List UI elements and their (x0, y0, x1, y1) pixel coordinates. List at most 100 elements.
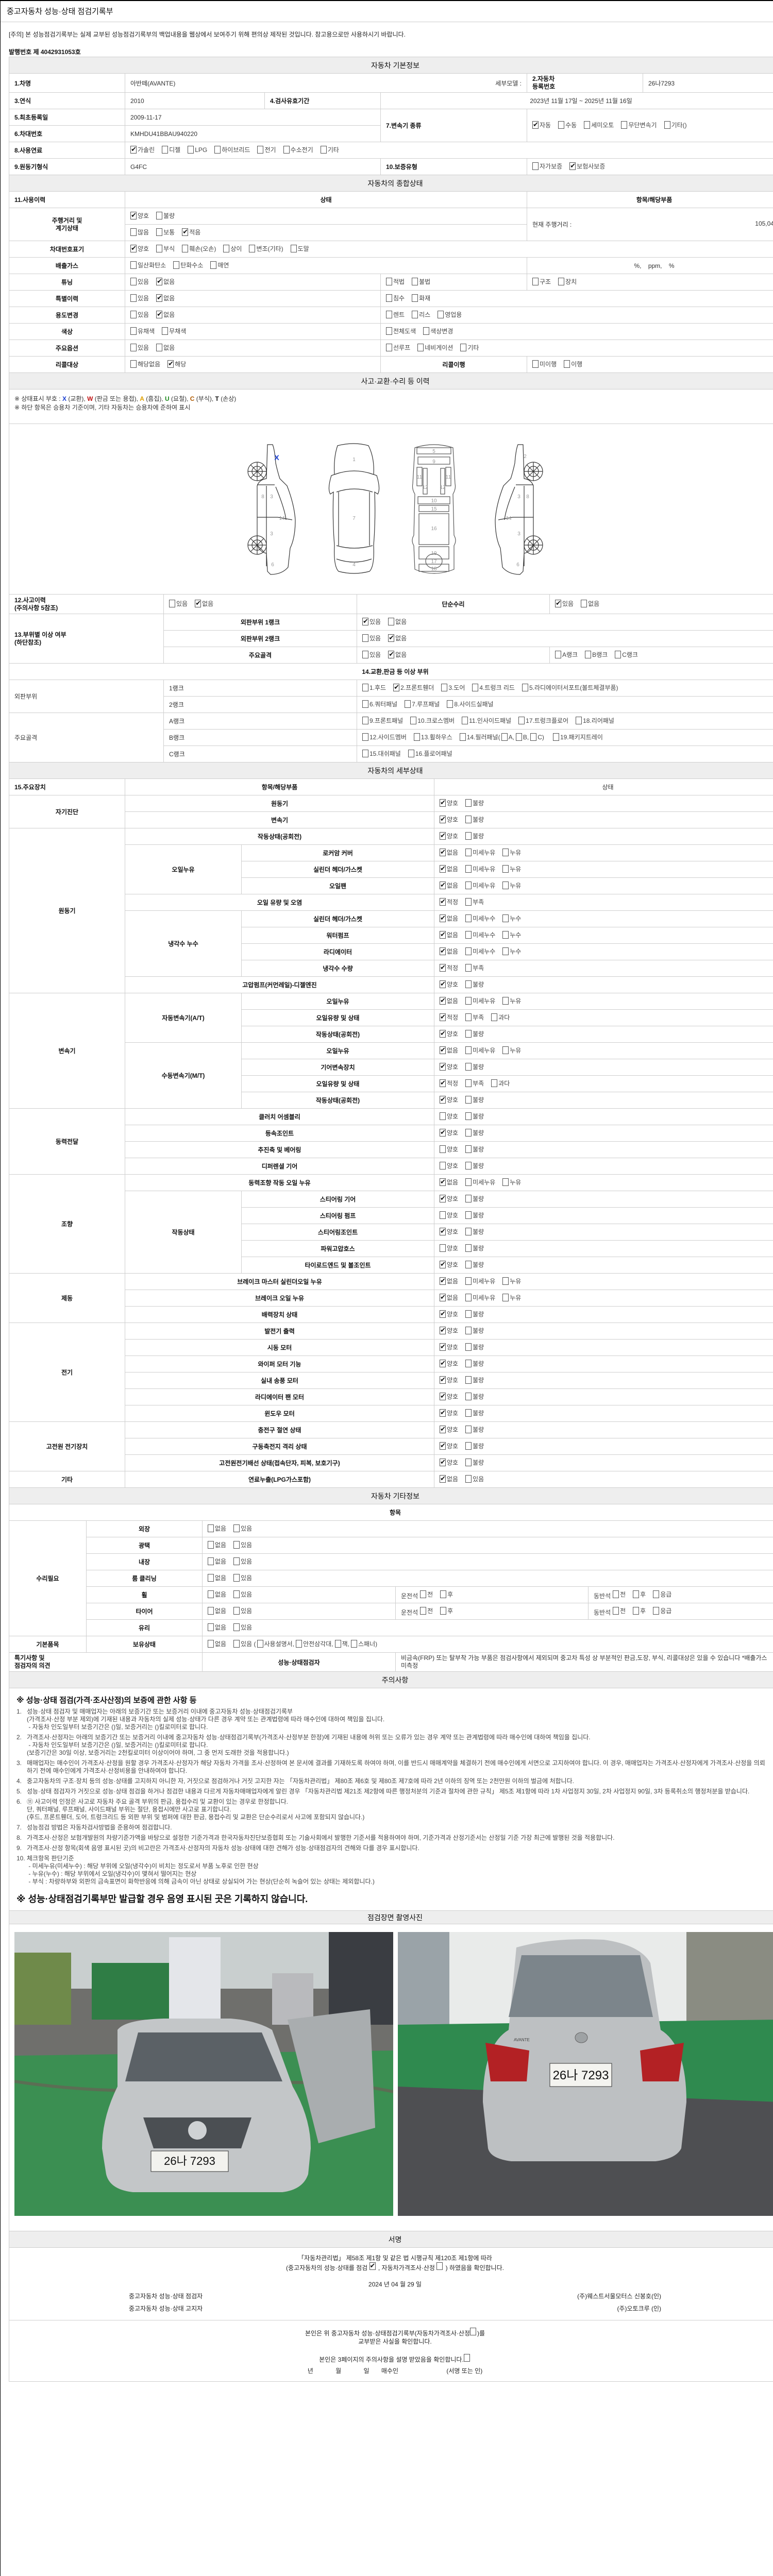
checkbox-option[interactable]: 하이브리드 (214, 145, 250, 154)
checkbox-checked-icon[interactable] (195, 599, 201, 607)
checkbox-icon[interactable] (208, 1541, 214, 1549)
checkbox-icon[interactable] (502, 1178, 509, 1186)
checkbox-option[interactable]: 누유 (502, 1046, 521, 1055)
checkbox-option[interactable]: 양호 (440, 1442, 458, 1450)
checkbox-option[interactable]: 이행 (564, 360, 582, 368)
checkbox-option[interactable]: LPG (188, 146, 207, 154)
checkbox-option[interactable]: 없음 (440, 930, 458, 939)
checkbox-checked-icon[interactable] (440, 848, 446, 856)
checkbox-option[interactable]: 8.사이드실패널 (447, 700, 494, 708)
checkbox-icon[interactable] (156, 245, 163, 252)
checkbox-option[interactable]: 있음 (169, 599, 188, 608)
checkbox-option[interactable]: 불량 (465, 1029, 484, 1038)
checkbox-checked-icon[interactable] (440, 1376, 446, 1384)
checkbox-option[interactable]: 과다 (491, 1079, 510, 1088)
checkbox-option[interactable]: 변조(기타) (249, 244, 283, 253)
checkbox-icon[interactable] (576, 717, 582, 724)
checkbox-icon[interactable] (530, 733, 537, 741)
checkbox-icon[interactable] (412, 311, 418, 318)
checkbox-option[interactable]: 후 (440, 1606, 453, 1615)
checkbox-option[interactable]: 응급 (653, 1590, 671, 1599)
checkbox-option[interactable]: 불량 (465, 799, 484, 807)
checkbox-icon[interactable] (386, 311, 392, 318)
checkbox-icon[interactable] (465, 1112, 472, 1120)
checkbox-icon[interactable] (233, 1607, 240, 1615)
checkbox-option[interactable]: 적정 (440, 897, 458, 906)
checkbox-option[interactable]: 과다 (491, 1013, 510, 1022)
checkbox-checked-icon[interactable] (440, 1079, 446, 1087)
checkbox-option[interactable]: 많음 (130, 228, 149, 236)
checkbox-icon[interactable] (653, 1590, 660, 1598)
checkbox-option[interactable]: 전체도색 (386, 327, 416, 335)
checkbox-option[interactable]: 5.라디에이터서포트(볼트체결부품) (522, 683, 618, 692)
checkbox-icon[interactable] (423, 327, 430, 335)
checkbox-option[interactable]: 불량 (465, 1359, 484, 1368)
checkbox-option[interactable]: 있음 (233, 1524, 252, 1533)
checkbox-option[interactable]: A, (501, 733, 514, 741)
checkbox-icon[interactable] (208, 1524, 214, 1532)
checkbox-icon[interactable] (386, 327, 392, 335)
checkbox-option[interactable]: 미세누유 (465, 1277, 495, 1285)
checkbox-icon[interactable] (362, 717, 368, 724)
checkbox-option[interactable]: 적정 (440, 963, 458, 972)
checkbox-icon[interactable] (169, 600, 175, 607)
checkbox-option[interactable]: 13.휠하우스 (413, 733, 452, 741)
checkbox-icon[interactable] (440, 1590, 447, 1598)
price-checkbox[interactable] (436, 2262, 443, 2270)
checkbox-option[interactable]: 없음 (440, 996, 458, 1005)
checkbox-icon[interactable] (465, 931, 472, 939)
checkbox-icon[interactable] (465, 980, 472, 988)
checkbox-icon[interactable] (214, 146, 221, 154)
checkbox-icon[interactable] (362, 700, 368, 708)
checkbox-option[interactable]: 응급 (653, 1606, 671, 1615)
checkbox-option[interactable]: 18.리어패널 (576, 716, 614, 725)
checkbox-checked-icon[interactable] (440, 947, 446, 955)
checkbox-option[interactable]: 미세누유 (465, 865, 495, 873)
checkbox-option[interactable]: 양호 (440, 1244, 458, 1252)
checkbox-option[interactable]: 적법 (386, 277, 405, 286)
checkbox-icon[interactable] (462, 717, 468, 724)
checkbox-icon[interactable] (465, 1145, 472, 1153)
checkbox-icon[interactable] (362, 651, 368, 658)
checkbox-icon[interactable] (633, 1590, 640, 1598)
checkbox-option[interactable]: 양호 (440, 1161, 458, 1170)
checkbox-option[interactable]: 매연 (210, 261, 229, 269)
checkbox-option[interactable]: 없음 (440, 865, 458, 873)
checkbox-option[interactable]: 전 (613, 1606, 626, 1615)
checkbox-option[interactable]: 있음 (130, 310, 149, 319)
checkbox-icon[interactable] (257, 146, 264, 154)
checkbox-icon[interactable] (653, 1606, 660, 1615)
checkbox-icon[interactable] (491, 1013, 498, 1021)
checkbox-option[interactable]: 누유 (502, 865, 521, 873)
checkbox-option[interactable]: 부족 (465, 1079, 484, 1088)
checkbox-icon[interactable] (413, 733, 420, 741)
checkbox-option[interactable]: 미세누유 (465, 848, 495, 857)
checkbox-option[interactable]: 14.필러패널(A, B, C) (459, 733, 546, 741)
checkbox-icon[interactable] (465, 914, 472, 922)
checkbox-icon[interactable] (564, 360, 570, 368)
checkbox-icon[interactable] (438, 311, 444, 318)
checkbox-icon[interactable] (130, 261, 137, 269)
checkbox-option[interactable]: 불량 (465, 1458, 484, 1467)
checkbox-option[interactable]: 있음 (555, 599, 574, 608)
checkbox-icon[interactable] (465, 1327, 472, 1334)
checkbox-option[interactable]: 미세누유 (465, 881, 495, 890)
checkbox-option[interactable]: 미세누수 (465, 930, 495, 939)
checkbox-option[interactable]: 9.프론트패널 (362, 716, 403, 725)
checkbox-checked-icon[interactable] (440, 1062, 446, 1071)
checkbox-icon[interactable] (502, 1294, 509, 1301)
checkbox-option[interactable]: 전기 (257, 145, 276, 154)
checkbox-icon[interactable] (515, 733, 522, 741)
checkbox-icon[interactable] (465, 1046, 472, 1054)
checkbox-option[interactable]: 양호 (440, 832, 458, 840)
checkbox-option[interactable]: 양호 (440, 1409, 458, 1417)
checkbox-checked-icon[interactable] (440, 1442, 446, 1450)
checkbox-icon[interactable] (465, 1426, 472, 1433)
checkbox-option[interactable]: 렌트 (386, 310, 405, 319)
checkbox-icon[interactable] (584, 121, 591, 129)
checkbox-option[interactable]: 유채색 (130, 327, 155, 335)
checkbox-option[interactable]: 미이행 (532, 360, 557, 368)
checkbox-icon[interactable] (502, 865, 509, 873)
checkbox-option[interactable]: 15.대쉬패널 (362, 749, 401, 758)
checkbox-option[interactable]: 양호 (440, 1326, 458, 1335)
